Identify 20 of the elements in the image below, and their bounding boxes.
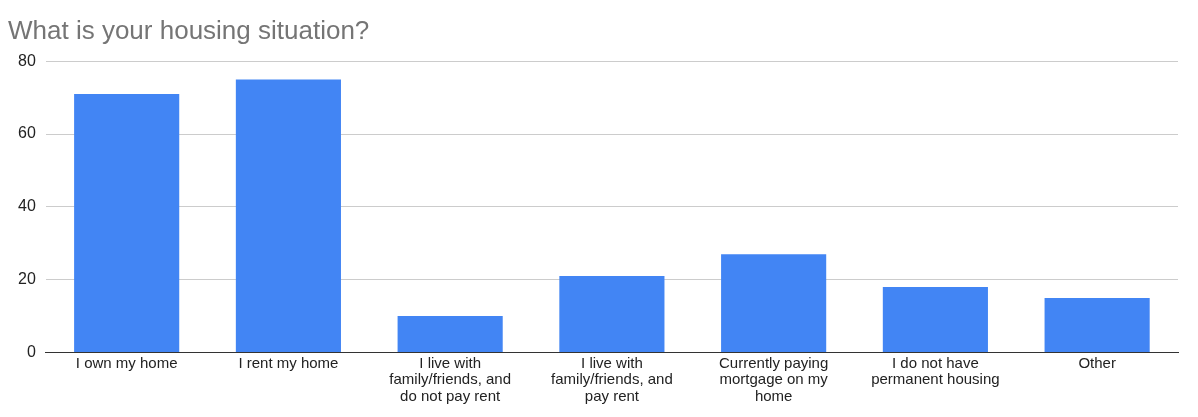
y-tick-label: 80 [18, 51, 36, 69]
bar [882, 286, 988, 352]
bar [74, 93, 180, 352]
x-tick-label: I live with family/friends, and pay rent [551, 353, 673, 404]
y-tick-label: 0 [26, 342, 36, 360]
x-tick-label: I live with family/friends, and do not pay rent [389, 353, 512, 404]
y-tick-label: 40 [18, 197, 36, 215]
x-tick-label: I rent my home [238, 353, 339, 371]
x-tick-label: I own my home [75, 353, 178, 371]
y-tick-label: 60 [18, 124, 36, 142]
bar [559, 276, 665, 352]
bar [235, 79, 341, 352]
chart-title: What is your housing situation? [8, 14, 370, 45]
x-tick-label: Other [1078, 353, 1116, 371]
x-tick-label: Currently paying mortgage on my home [719, 353, 829, 404]
x-tick-label: I do not have permanent housing [871, 353, 1000, 388]
bar [721, 254, 827, 352]
bar [397, 316, 503, 352]
y-tick-label: 20 [18, 270, 36, 288]
bar [1044, 297, 1150, 352]
